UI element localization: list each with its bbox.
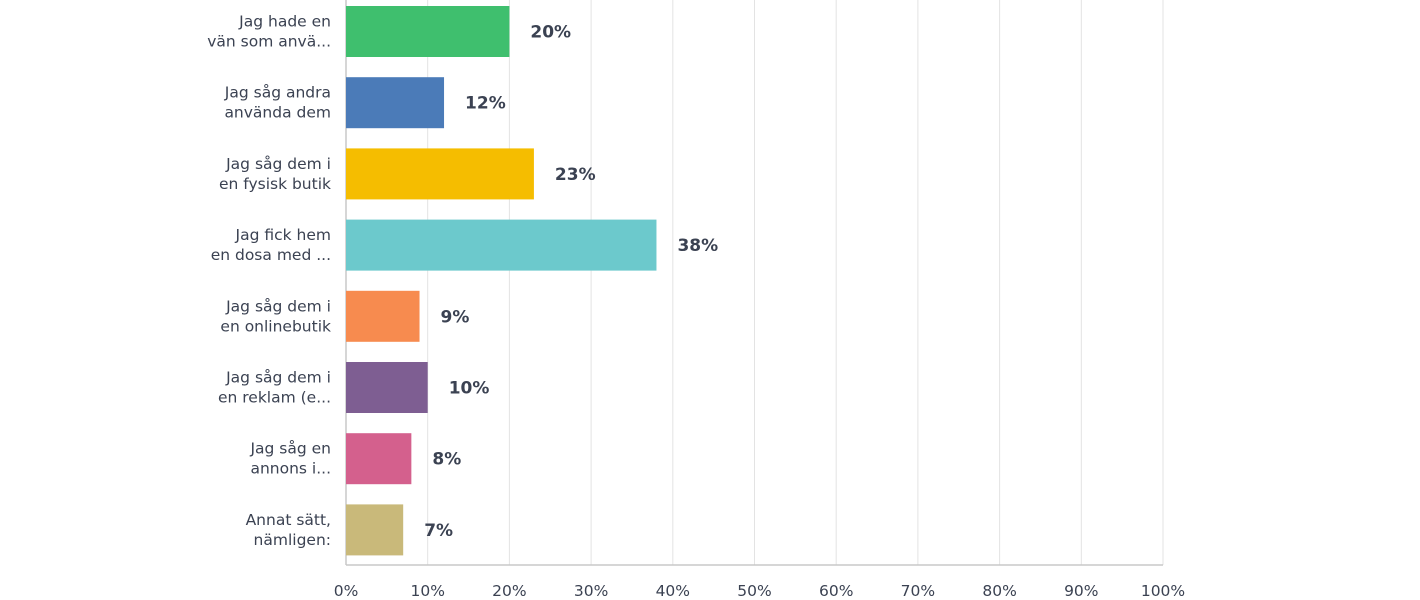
x-tick-label: 40% — [656, 582, 690, 600]
category-label: Jag såg en — [249, 440, 331, 458]
category-label: Jag såg andra — [224, 84, 331, 102]
value-label: 38% — [677, 236, 718, 256]
category-label: vän som anvä... — [207, 33, 331, 51]
category-label: Jag fick hem — [235, 226, 331, 244]
x-tick-label: 0% — [334, 582, 359, 600]
category-label: Jag såg dem i — [225, 369, 331, 387]
bar — [346, 290, 420, 342]
x-tick-label: 10% — [410, 582, 444, 600]
bar — [346, 77, 445, 129]
grid-layer — [345, 0, 1164, 566]
x-tick-label: 20% — [492, 582, 526, 600]
x-tick-label: 70% — [901, 582, 935, 600]
value-label: 10% — [449, 379, 490, 399]
x-tick-label: 50% — [737, 582, 771, 600]
category-label: en dosa med ... — [211, 246, 331, 264]
x-tick-label: 100% — [1141, 582, 1185, 600]
category-label: annons i... — [250, 460, 331, 478]
category-label: använda dem — [224, 104, 331, 122]
value-label: 9% — [441, 307, 470, 327]
category-label: en onlinebutik — [220, 317, 331, 335]
x-tick-label: 80% — [982, 582, 1016, 600]
label-layer: 20% Jag hade en vän som anvä... 12% Jag såg … — [207, 13, 718, 549]
category-label: en reklam (e... — [218, 389, 331, 407]
x-tick-label: 90% — [1064, 582, 1098, 600]
value-label: 7% — [424, 521, 453, 541]
bar — [346, 219, 657, 271]
x-tick-label: 30% — [574, 582, 608, 600]
category-label: en fysisk butik — [219, 175, 331, 193]
bar-layer — [346, 6, 657, 556]
value-label: 8% — [432, 450, 461, 470]
bar — [346, 148, 534, 200]
value-label: 20% — [530, 23, 571, 43]
category-label: Jag såg dem i — [225, 297, 331, 315]
category-label: Annat sätt, — [246, 511, 331, 529]
value-label: 23% — [555, 165, 596, 185]
value-label: 12% — [465, 94, 506, 114]
bar — [346, 433, 412, 485]
bar — [346, 6, 510, 57]
x-tick-label: 60% — [819, 582, 853, 600]
category-label: Jag hade en — [238, 13, 331, 31]
category-label: nämligen: — [254, 531, 331, 549]
bar — [346, 504, 404, 556]
x-axis-ticks: 0% 10% 20% 30% 40% 50% 60% 70% 80% 90% 100% — [334, 582, 1185, 600]
category-label: Jag såg dem i — [225, 155, 331, 173]
bar — [346, 362, 428, 413]
